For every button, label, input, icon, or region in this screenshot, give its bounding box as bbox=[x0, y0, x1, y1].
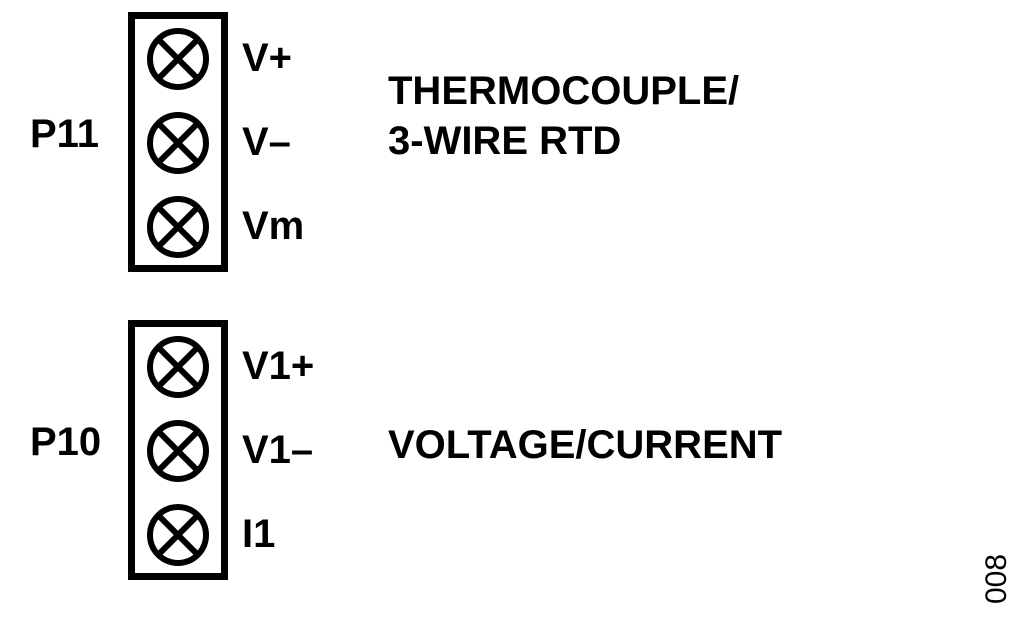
p11-pin-1 bbox=[147, 112, 209, 174]
p10-description: VOLTAGE/CURRENT bbox=[388, 420, 782, 470]
p10-pin-2 bbox=[147, 504, 209, 566]
screw-terminal-icon bbox=[147, 196, 209, 258]
p11-pin-2 bbox=[147, 196, 209, 258]
pinout-diagram: P11 V+ V– Vm THERMOCOUPLE/ 3-WIRE RTD P1… bbox=[0, 0, 1024, 625]
screw-terminal-icon bbox=[147, 336, 209, 398]
p11-pin-0-label: V+ bbox=[242, 36, 292, 81]
p10-pin-2-label: I1 bbox=[242, 512, 275, 557]
p10-pin-1-label: V1– bbox=[242, 428, 313, 473]
p11-pin-2-label: Vm bbox=[242, 204, 304, 249]
screw-terminal-icon bbox=[147, 28, 209, 90]
p11-description: THERMOCOUPLE/ 3-WIRE RTD bbox=[388, 66, 739, 166]
screw-terminal-icon bbox=[147, 420, 209, 482]
screw-terminal-icon bbox=[147, 112, 209, 174]
p10-pin-1 bbox=[147, 420, 209, 482]
screw-terminal-icon bbox=[147, 504, 209, 566]
p11-pin-0 bbox=[147, 28, 209, 90]
p11-pin-1-label: V– bbox=[242, 120, 291, 165]
p10-pin-0 bbox=[147, 336, 209, 398]
p10-pin-0-label: V1+ bbox=[242, 344, 314, 389]
connector-p10-label: P10 bbox=[30, 420, 101, 465]
connector-p11-label: P11 bbox=[30, 112, 99, 157]
figure-code: 008 bbox=[980, 554, 1014, 604]
